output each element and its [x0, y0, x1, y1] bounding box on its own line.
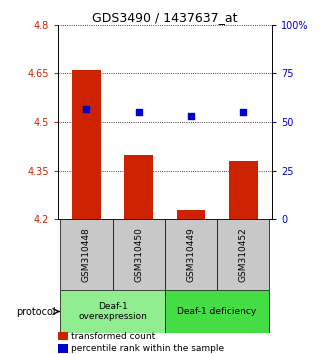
Text: transformed count: transformed count	[71, 332, 156, 341]
Bar	[60, 219, 113, 290]
Text: GSM310448: GSM310448	[82, 228, 91, 282]
Point	[84, 105, 89, 111]
Bar	[60, 290, 165, 333]
Text: GSM310450: GSM310450	[134, 227, 143, 282]
Text: GSM310452: GSM310452	[239, 228, 248, 282]
Text: protocol: protocol	[16, 307, 56, 316]
Text: GSM310449: GSM310449	[187, 228, 196, 282]
Bar	[229, 161, 258, 219]
Text: Deaf-1 deficiency: Deaf-1 deficiency	[178, 307, 257, 316]
Bar	[58, 344, 68, 353]
Bar	[124, 155, 153, 219]
Point	[241, 110, 246, 115]
Text: Deaf-1
overexpression: Deaf-1 overexpression	[78, 302, 147, 321]
Point	[188, 113, 194, 119]
Bar	[177, 210, 205, 219]
Bar	[72, 70, 101, 219]
Bar	[58, 332, 68, 341]
Title: GDS3490 / 1437637_at: GDS3490 / 1437637_at	[92, 11, 237, 24]
Point	[136, 110, 141, 115]
Text: percentile rank within the sample: percentile rank within the sample	[71, 344, 224, 353]
Bar	[165, 219, 217, 290]
Bar	[217, 219, 269, 290]
Bar	[113, 219, 165, 290]
Bar	[165, 290, 269, 333]
